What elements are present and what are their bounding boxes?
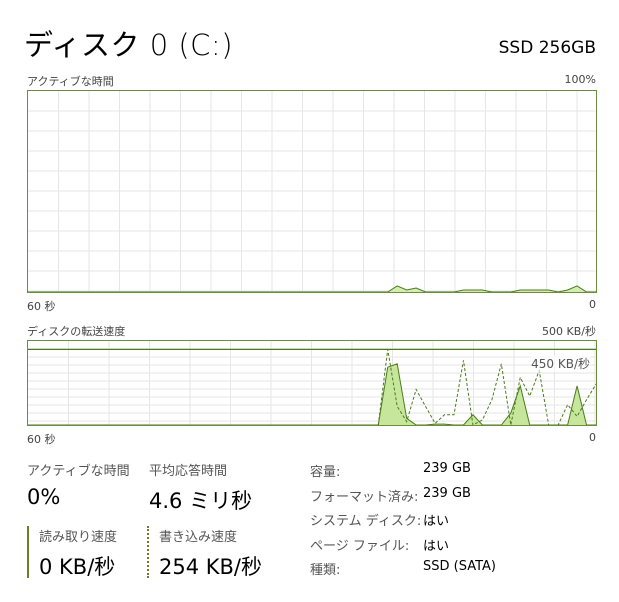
property-label: 容量: [310,465,341,480]
stat-avg-response: 平均応答時間 4.6 ミリ秒 [149,460,252,515]
stat-write-speed: 書き込み速度 254 KB/秒 [147,526,263,579]
stat-label: 書き込み速度 [159,530,238,545]
property-value: 239 GB [423,461,471,476]
write-rate-line [28,349,596,425]
property-row: システム ディスク: はい [310,510,496,535]
transfer-scale-label: 450 KB/秒 [531,355,590,372]
property-value: SSD (SATA) [423,559,496,574]
property-value: 239 GB [423,485,471,501]
stat-value: 254 KB/秒 [159,555,263,579]
stat-label: 平均応答時間 [149,464,228,479]
active-chart-x-left: 60 秒 [27,300,56,313]
page-title: ディスク 0 (C:) [24,28,234,62]
stat-active-time: アクティブな時間 0% [27,460,130,509]
property-row: ページ ファイル: はい [310,535,496,560]
active-time-chart [27,90,597,293]
stat-value: 4.6 ミリ秒 [149,489,253,513]
stat-value: 0% [27,485,61,509]
active-time-area [28,285,596,292]
disk-model: SSD 256GB [498,38,596,58]
properties-list: 容量: 239 GB フォーマット済み: 239 GB システム ディスク: はい ペ… [310,461,496,584]
stat-value: 0 KB/秒 [39,555,116,579]
active-chart-label: アクティブな時間 [27,75,114,88]
property-value: はい [423,538,450,554]
property-label: システム ディスク: [310,514,422,529]
property-row: 容量: 239 GB [310,461,496,486]
transfer-rate-chart: 450 KB/秒 [27,340,597,426]
property-label: 種類: [310,563,341,578]
property-label: フォーマット済み: [310,489,419,505]
stat-label: 読み取り速度 [39,530,118,545]
property-label: ページ ファイル: [310,538,410,554]
transfer-chart-x-left: 60 秒 [27,433,56,446]
property-value: はい [423,514,450,529]
stat-read-speed: 読み取り速度 0 KB/秒 [27,526,118,579]
active-chart-x-right: 0 [589,298,596,311]
active-chart-max: 100% [564,73,596,86]
property-row: フォーマット済み: 239 GB [310,486,496,511]
transfer-chart-x-right: 0 [589,431,596,444]
transfer-chart-label: ディスクの転送速度 [27,325,126,338]
property-row: 種類: SSD (SATA) [310,559,496,584]
stat-label: アクティブな時間 [27,464,130,479]
transfer-chart-max: 500 KB/秒 [542,325,596,338]
